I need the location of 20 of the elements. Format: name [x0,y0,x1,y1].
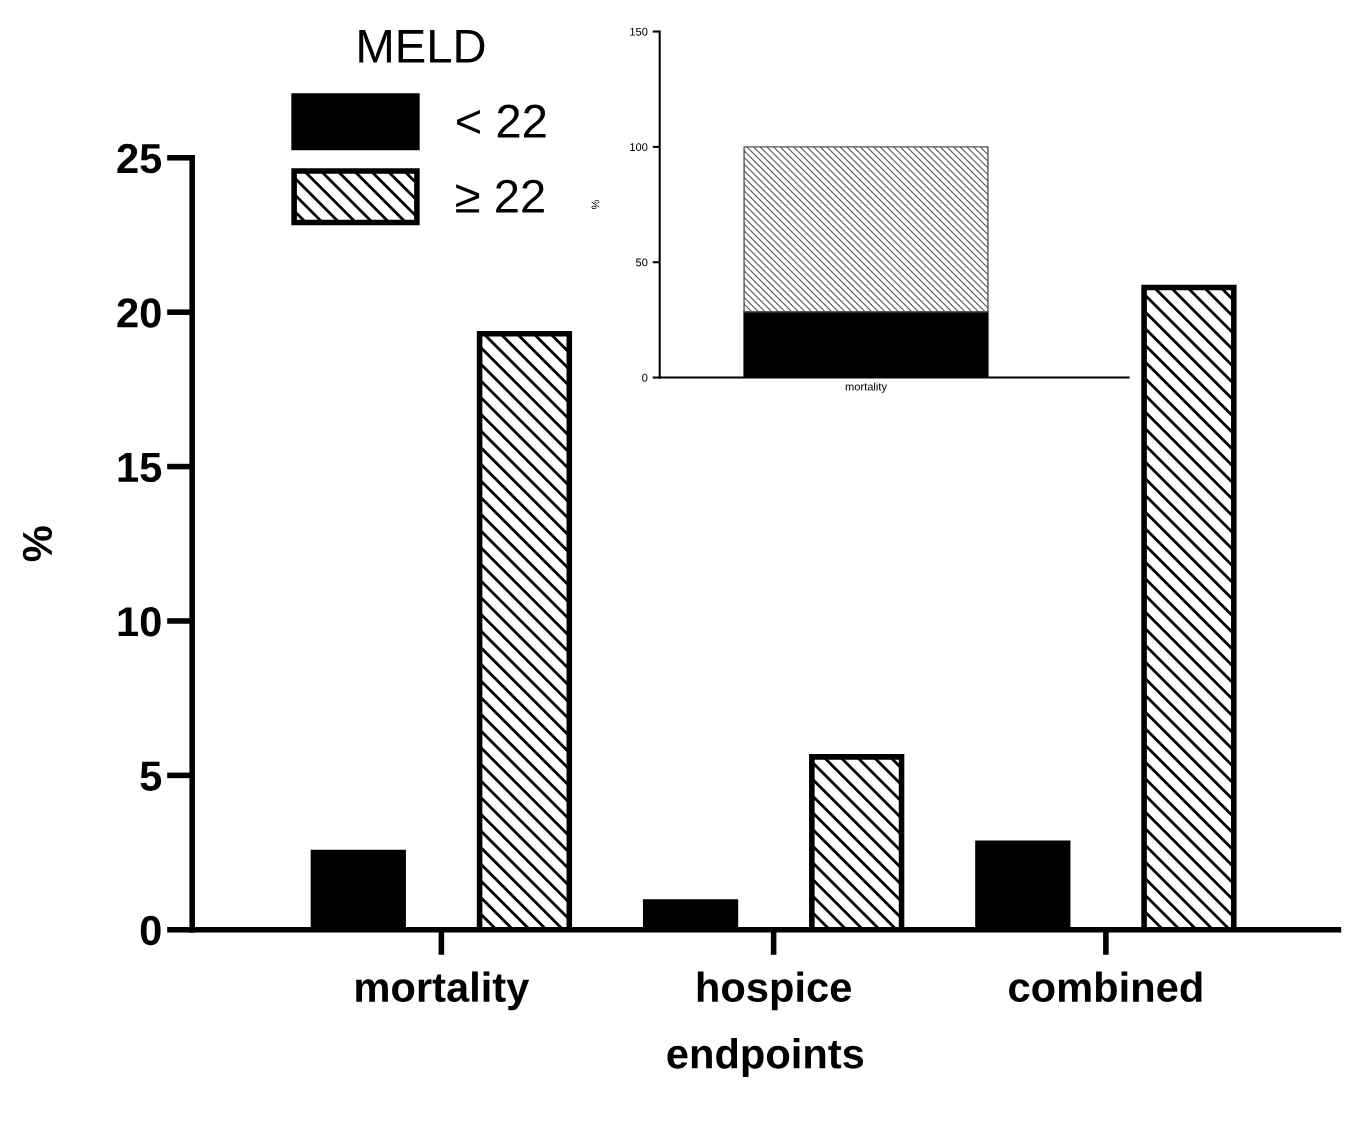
legend-label: < 22 [457,104,546,138]
y-tick-label: 150 [630,27,648,36]
y-axis-title: % [22,526,53,562]
x-tick-label: mortality [845,382,887,393]
y-tick-label: 10 [118,606,161,637]
y-axis-title: % [591,200,600,210]
y-tick-label: 100 [630,143,648,152]
y-tick-label: 25 [117,143,162,174]
x-tick-label: combined [1009,971,1202,1003]
legend-title: MELD [359,30,485,63]
legend-label: ≥ 22 [456,179,544,213]
y-tick-label: 50 [635,258,648,267]
y-tick-label: 20 [117,298,161,328]
x-tick-label: mortality [356,971,530,1011]
x-axis-title: endpoints [667,1038,864,1077]
y-tick-label: 0 [140,915,161,946]
y-tick-label: 0 [642,373,648,382]
x-tick-label: hospice [697,971,851,1011]
y-tick-label: 15 [118,453,162,483]
y-tick-label: 5 [140,761,162,791]
